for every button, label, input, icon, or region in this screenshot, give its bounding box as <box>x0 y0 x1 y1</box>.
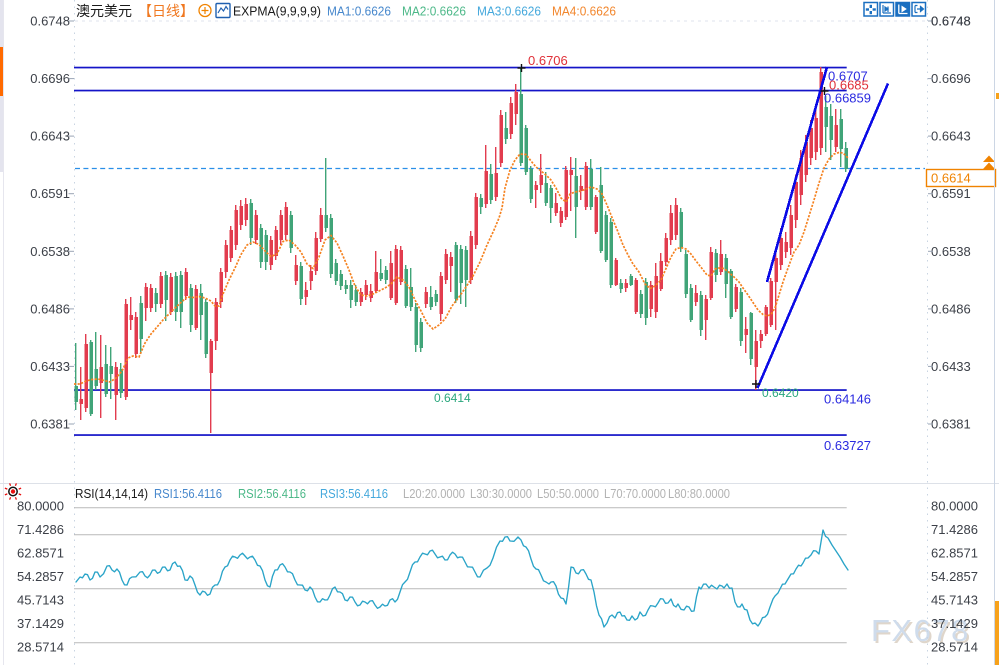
svg-text:71.4286: 71.4286 <box>931 522 978 537</box>
svg-text:0.6433: 0.6433 <box>30 359 70 374</box>
svg-text:0.6696: 0.6696 <box>931 71 971 86</box>
svg-text:FX678: FX678 <box>873 615 972 650</box>
svg-text:MA3:0.6626: MA3:0.6626 <box>477 4 541 19</box>
svg-text:0.6614: 0.6614 <box>931 171 971 186</box>
svg-text:0.6381: 0.6381 <box>30 417 70 432</box>
svg-text:L50:50.0000: L50:50.0000 <box>537 487 599 501</box>
svg-text:L70:70.0000: L70:70.0000 <box>604 487 666 501</box>
svg-text:0.66859: 0.66859 <box>824 91 871 106</box>
svg-text:28.5714: 28.5714 <box>931 640 978 655</box>
svg-text:0.6381: 0.6381 <box>931 417 971 432</box>
svg-text:RSI3:56.4116: RSI3:56.4116 <box>320 487 388 501</box>
svg-text:FX678: FX678 <box>871 613 970 648</box>
svg-text:0.6643: 0.6643 <box>30 129 70 144</box>
svg-text:80.0000: 80.0000 <box>17 499 64 514</box>
svg-text:0.63727: 0.63727 <box>824 438 871 453</box>
svg-text:0.6643: 0.6643 <box>931 129 971 144</box>
svg-text:71.4286: 71.4286 <box>17 522 64 537</box>
svg-text:80.0000: 80.0000 <box>931 499 978 514</box>
svg-text:【日线】: 【日线】 <box>138 3 194 19</box>
svg-text:28.5714: 28.5714 <box>17 640 64 655</box>
svg-text:62.8571: 62.8571 <box>17 546 64 561</box>
svg-text:0.6420: 0.6420 <box>762 386 799 400</box>
svg-text:0.6486: 0.6486 <box>30 301 70 316</box>
svg-text:54.2857: 54.2857 <box>17 569 64 584</box>
svg-text:0.6486: 0.6486 <box>931 301 971 316</box>
svg-text:0.6748: 0.6748 <box>30 14 70 29</box>
svg-text:62.8571: 62.8571 <box>931 546 978 561</box>
svg-text:0.6707: 0.6707 <box>828 69 868 84</box>
svg-text:0.6696: 0.6696 <box>30 71 70 86</box>
svg-text:RSI1:56.4116: RSI1:56.4116 <box>154 487 222 501</box>
svg-text:0.6706: 0.6706 <box>528 53 568 68</box>
svg-text:37.1429: 37.1429 <box>931 616 978 631</box>
svg-text:0.6591: 0.6591 <box>30 186 70 201</box>
svg-text:L30:30.0000: L30:30.0000 <box>470 487 532 501</box>
svg-text:54.2857: 54.2857 <box>931 569 978 584</box>
svg-text:45.7143: 45.7143 <box>17 593 64 608</box>
svg-text:EXPMA(9,9,9,9): EXPMA(9,9,9,9) <box>233 4 321 19</box>
svg-text:0.6748: 0.6748 <box>931 14 971 29</box>
svg-text:L20:20.0000: L20:20.0000 <box>403 487 465 501</box>
svg-text:0.64146: 0.64146 <box>824 392 871 407</box>
svg-text:MA2:0.6626: MA2:0.6626 <box>402 4 466 19</box>
svg-text:RSI2:56.4116: RSI2:56.4116 <box>238 487 306 501</box>
svg-text:37.1429: 37.1429 <box>17 616 64 631</box>
svg-text:L80:80.0000: L80:80.0000 <box>668 487 730 501</box>
svg-text:45.7143: 45.7143 <box>931 593 978 608</box>
svg-text:0.6433: 0.6433 <box>931 359 971 374</box>
svg-text:澳元美元: 澳元美元 <box>76 3 132 19</box>
svg-text:0.6591: 0.6591 <box>931 186 971 201</box>
svg-text:MA1:0.6626: MA1:0.6626 <box>327 4 391 19</box>
svg-text:0.6748: 0.6748 <box>931 14 971 29</box>
svg-text:0.6538: 0.6538 <box>30 244 70 259</box>
svg-text:0.6685: 0.6685 <box>829 78 869 93</box>
svg-text:0.6538: 0.6538 <box>931 244 971 259</box>
svg-text:RSI(14,14,14): RSI(14,14,14) <box>75 487 148 501</box>
svg-text:0.6414: 0.6414 <box>434 391 471 405</box>
svg-text:MA4:0.6626: MA4:0.6626 <box>552 4 616 19</box>
